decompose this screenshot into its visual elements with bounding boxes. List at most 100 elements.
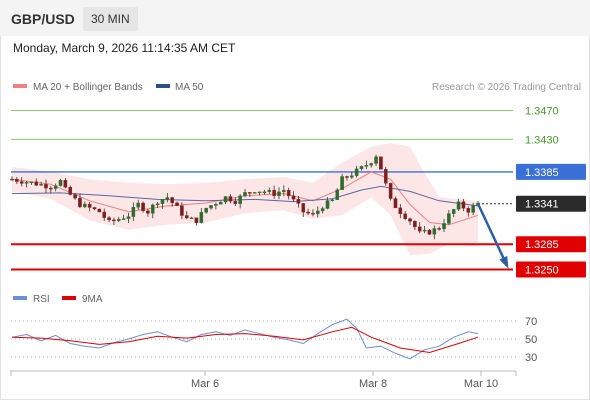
rsi-line — [11, 318, 479, 360]
candle-body — [136, 202, 141, 208]
level-label-1-3470: 1.3470 — [525, 105, 559, 117]
candle-body — [184, 215, 189, 219]
level-tag-bg-1-3385 — [516, 163, 586, 180]
candle-body — [296, 198, 301, 204]
ma20-legend-swatch — [13, 84, 27, 88]
candle-body — [311, 212, 315, 215]
candle-body — [466, 208, 471, 213]
rsi-ma-line — [11, 326, 479, 354]
candle-body — [87, 203, 92, 208]
candle-body — [73, 194, 77, 199]
candle-body — [39, 184, 43, 186]
x-axis-ticks: Mar 6 Mar 8 Mar 10 — [10, 371, 517, 390]
candle-body — [345, 176, 349, 178]
candle-body — [282, 190, 286, 193]
candle-body — [170, 197, 174, 204]
candle-body — [330, 199, 335, 202]
candle-body — [209, 205, 213, 209]
candle-body — [447, 213, 451, 224]
candle-body — [15, 179, 19, 182]
price-tags: 1.3470 1.3430 1.3385 1.3341 1.3285 1.3250 — [516, 105, 586, 278]
candle-body — [63, 180, 68, 188]
forecast-arrow-shaft — [476, 203, 509, 267]
candle-body — [34, 181, 39, 186]
candle-body — [78, 197, 82, 208]
candles — [10, 154, 480, 240]
candle-body — [83, 203, 87, 208]
candle-body — [383, 169, 388, 184]
candle-body — [320, 208, 325, 212]
rsi-ma-legend-label: 9MA — [82, 294, 103, 305]
symbol-label: GBP/USD — [11, 11, 75, 27]
candle-body — [325, 200, 330, 209]
candle-body — [257, 191, 262, 194]
rsi-legend-label: RSI — [33, 294, 50, 305]
forecast-arrow-head — [499, 255, 509, 269]
candle-body — [442, 223, 446, 230]
candle-body — [306, 211, 310, 214]
candle-body — [53, 185, 58, 189]
timeframe-badge[interactable]: 30 MIN — [83, 7, 138, 31]
candle-body — [68, 186, 73, 195]
rsi-panel: 70 50 30 — [11, 316, 537, 364]
candle-body — [121, 218, 126, 220]
candle-body — [112, 219, 116, 222]
candle-body — [272, 189, 276, 197]
candle-body — [228, 196, 233, 202]
candle-body — [24, 182, 29, 184]
candle-body — [471, 205, 475, 213]
candle-body — [49, 187, 53, 190]
candle-body — [141, 202, 145, 212]
candle-body — [359, 166, 364, 170]
candle-body — [403, 213, 407, 219]
candle-body — [335, 189, 340, 201]
level-label-1-3430: 1.3430 — [525, 134, 559, 146]
candle-body — [451, 209, 456, 214]
candle-body — [437, 228, 441, 230]
candle-body — [238, 195, 242, 204]
level-tag-1-3285: 1.3285 — [525, 239, 559, 251]
datetime-label: Monday, March 9, 2026 11:14:35 AM CET — [13, 41, 236, 55]
chart-header: GBP/USD 30 MIN — [0, 0, 590, 36]
ma50-legend-swatch — [156, 84, 170, 88]
candle-body — [165, 197, 170, 200]
candle-body — [456, 201, 461, 210]
candle-body — [146, 210, 150, 214]
candle-body — [286, 190, 291, 197]
level-tag-bg-1-3250 — [516, 261, 586, 278]
candle-body — [233, 201, 238, 204]
level-tag-1-3250: 1.3250 — [525, 265, 559, 277]
level-tag-bg-1-3285 — [516, 236, 586, 253]
candle-body — [44, 184, 48, 189]
candle-body — [408, 218, 412, 222]
candle-body — [388, 182, 393, 199]
candle-body — [301, 203, 306, 213]
candle-body — [422, 229, 427, 232]
candle-body — [214, 204, 218, 206]
candle-body — [107, 217, 111, 221]
candle-body — [58, 180, 63, 186]
candle-body — [277, 191, 281, 197]
candle-body — [432, 228, 437, 235]
candle-body — [252, 192, 257, 194]
credit-label: Research © 2026 Trading Central — [432, 82, 581, 93]
candle-body — [262, 191, 267, 193]
level-tag-1-3385: 1.3385 — [525, 167, 559, 179]
candle-body — [131, 206, 136, 217]
rsi-tick-50: 50 — [525, 334, 537, 346]
candle-body — [374, 156, 378, 164]
candle-body — [218, 201, 223, 205]
price-levels — [11, 109, 513, 271]
rsi-legend-swatch — [13, 296, 27, 300]
candle-body — [340, 176, 344, 191]
ma50-legend-label: MA 50 — [175, 82, 204, 93]
candle-body — [379, 156, 383, 170]
candle-body — [102, 211, 107, 218]
candle-body — [243, 192, 247, 197]
candle-body — [223, 196, 228, 203]
candle-body — [180, 205, 184, 216]
level-tag-bg-1-3341 — [516, 195, 586, 212]
candle-body — [29, 181, 34, 184]
candle-body — [316, 210, 320, 215]
